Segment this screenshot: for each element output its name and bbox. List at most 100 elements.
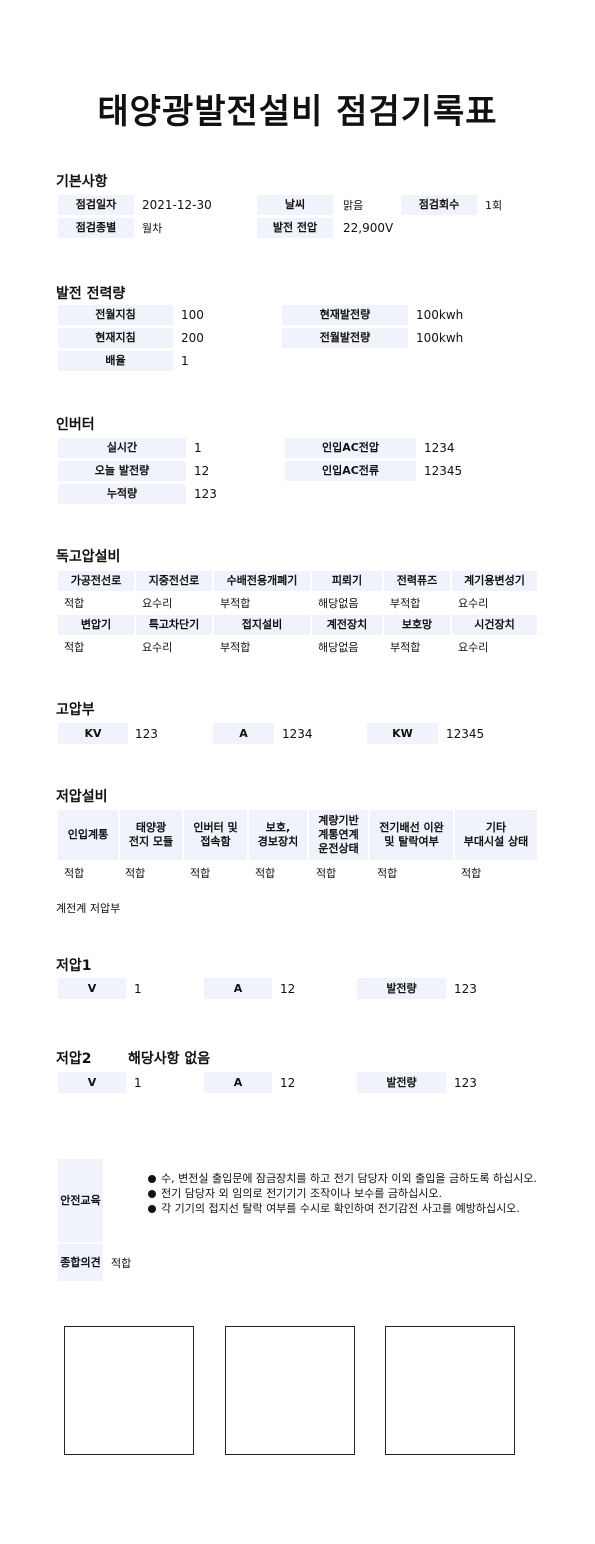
hv-eq-header: 시건장치 xyxy=(452,615,537,635)
hv-eq-value: 부적합 xyxy=(390,597,421,610)
section-hv-equipment-heading: 독고압설비 xyxy=(56,549,121,565)
hv-eq-header: 특고차단기 xyxy=(136,615,212,635)
safety-list: 수, 변전실 출입문에 잠금장치를 하고 전기 담당자 이외 출입을 금하도록 … xyxy=(147,1171,537,1216)
lv-eq-value: 적합 xyxy=(64,867,85,880)
hv-eq-header: 피뢰기 xyxy=(312,571,382,591)
hv-eq-header: 전력퓨즈 xyxy=(384,571,450,591)
kw-value: 12345 xyxy=(446,726,485,741)
hv-eq-header: 변압기 xyxy=(58,615,134,635)
lv2-subtitle: 해당사항 없음 xyxy=(128,1051,211,1067)
hv-eq-value: 요수리 xyxy=(458,641,489,654)
lv2-v-value: 1 xyxy=(134,1075,142,1090)
today-gen-value: 12 xyxy=(194,464,210,478)
lv-eq-value: 적합 xyxy=(316,867,337,880)
section-basic-heading: 기본사항 xyxy=(56,174,108,190)
cur-reading-label: 현재지침 xyxy=(58,328,173,348)
section-hv-heading: 고압부 xyxy=(56,702,95,718)
hv-eq-header: 접지설비 xyxy=(214,615,310,635)
section-lv1-heading: 저압1 xyxy=(56,958,92,974)
lv-eq-value: 적합 xyxy=(461,867,482,880)
lv1-v-label: V xyxy=(58,978,126,999)
hv-eq-value: 요수리 xyxy=(458,597,489,610)
kv-value: 123 xyxy=(135,726,158,741)
ac-voltage-label: 인입AC전압 xyxy=(285,438,416,458)
hv-eq-header: 보호망 xyxy=(384,615,450,635)
cur-gen-label: 현재발전량 xyxy=(282,305,408,325)
lv1-a-label: A xyxy=(204,978,272,999)
hv-eq-value: 해당없음 xyxy=(318,641,359,654)
prev-reading-label: 전월지침 xyxy=(58,305,173,325)
lv-eq-header: 보호, 경보장치 xyxy=(249,810,307,860)
lv1-gen-value: 123 xyxy=(454,981,477,996)
prev-gen-value: 100kwh xyxy=(416,331,464,345)
lv-eq-header: 태양광 전지 모듈 xyxy=(120,810,182,860)
ac-current-label: 인입AC전류 xyxy=(285,461,416,481)
lv2-v-label: V xyxy=(58,1072,126,1093)
hv-eq-value: 부적합 xyxy=(220,641,251,654)
weather-value: 맑음 xyxy=(343,199,364,212)
safety-item: 수, 변전실 출입문에 잠금장치를 하고 전기 담당자 이외 출입을 금하도록 … xyxy=(147,1171,537,1186)
hv-eq-header: 계기용변성기 xyxy=(452,571,537,591)
lv2-a-label: A xyxy=(204,1072,272,1093)
prev-reading-value: 100 xyxy=(181,308,204,322)
realtime-value: 1 xyxy=(194,441,202,455)
lv1-v-value: 1 xyxy=(134,981,142,996)
count-value: 1회 xyxy=(485,199,503,212)
realtime-label: 실시간 xyxy=(58,438,186,458)
hv-eq-value: 적합 xyxy=(64,597,85,610)
signature-box xyxy=(225,1326,355,1455)
hv-eq-value: 부적합 xyxy=(220,597,251,610)
voltage-label: 발전 전압 xyxy=(257,218,333,238)
voltage-value: 22,900V xyxy=(343,221,394,235)
section-lv-equipment-heading: 저압설비 xyxy=(56,789,108,805)
multiplier-label: 배율 xyxy=(58,351,173,371)
lv2-gen-label: 발전량 xyxy=(357,1072,446,1093)
lv2-gen-value: 123 xyxy=(454,1075,477,1090)
lv2-a-value: 12 xyxy=(280,1075,296,1090)
lv1-a-value: 12 xyxy=(280,981,296,996)
hv-eq-value: 적합 xyxy=(64,641,85,654)
lv-eq-header: 계량기반 계통연계 운전상태 xyxy=(309,810,368,860)
section-lv2-heading: 저압2 xyxy=(56,1051,92,1067)
type-value: 월차 xyxy=(142,222,163,235)
ac-current-value: 12345 xyxy=(424,464,463,478)
weather-label: 날씨 xyxy=(257,195,333,215)
lv-eq-header: 인입계통 xyxy=(58,810,118,860)
hv-eq-value: 요수리 xyxy=(142,641,173,654)
lv-eq-header: 인버터 및 접속함 xyxy=(184,810,247,860)
date-value: 2021-12-30 xyxy=(142,198,212,212)
hv-eq-value: 부적합 xyxy=(390,641,421,654)
lv1-gen-label: 발전량 xyxy=(357,978,446,999)
lv-eq-value: 적합 xyxy=(190,867,211,880)
lv-eq-value: 적합 xyxy=(125,867,146,880)
lv-eq-header: 기타 부대시설 상태 xyxy=(455,810,537,860)
type-label: 점검종별 xyxy=(58,218,134,238)
page-title: 태양광발전설비 점검기록표 xyxy=(97,92,498,132)
lv-eq-header: 전기배선 이완 및 탈락여부 xyxy=(370,810,453,860)
hv-eq-header: 계전장치 xyxy=(312,615,382,635)
today-gen-label: 오늘 발전량 xyxy=(58,461,186,481)
cur-reading-value: 200 xyxy=(181,331,204,345)
multiplier-value: 1 xyxy=(181,354,189,368)
hv-eq-value: 해당없음 xyxy=(318,597,359,610)
kv-label: KV xyxy=(58,723,128,744)
total-label: 누적량 xyxy=(58,484,186,504)
lv-eq-value: 적합 xyxy=(377,867,398,880)
lv-note: 계전계 저압부 xyxy=(56,902,121,915)
signature-box xyxy=(385,1326,515,1455)
overall-value: 적합 xyxy=(111,1256,132,1270)
total-value: 123 xyxy=(194,487,217,501)
a-label: A xyxy=(213,723,274,744)
safety-item: 각 기기의 접지선 탈락 여부를 수시로 확인하여 전기감전 사고를 예방하십시… xyxy=(147,1201,537,1216)
lv-eq-value: 적합 xyxy=(255,867,276,880)
a-value: 1234 xyxy=(282,726,313,741)
hv-eq-value: 요수리 xyxy=(142,597,173,610)
overall-label: 종합의견 xyxy=(58,1244,103,1281)
safety-label: 안전교육 xyxy=(58,1159,103,1242)
ac-voltage-value: 1234 xyxy=(424,441,455,455)
count-label: 점검회수 xyxy=(401,195,477,215)
cur-gen-value: 100kwh xyxy=(416,308,464,322)
hv-eq-header: 가공전선로 xyxy=(58,571,134,591)
date-label: 점검일자 xyxy=(58,195,134,215)
